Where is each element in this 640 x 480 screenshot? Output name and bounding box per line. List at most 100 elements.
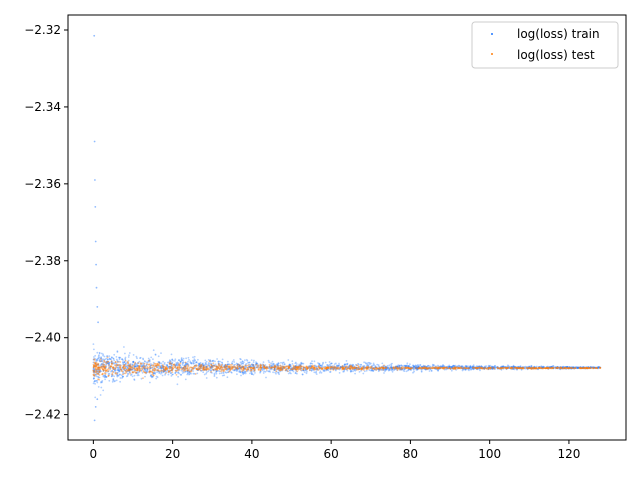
data-point [435,366,438,369]
data-point [250,368,253,371]
data-point [362,372,365,375]
data-point [119,364,122,366]
data-point [559,367,562,370]
data-point [185,367,188,369]
data-point [472,367,475,369]
data-point [570,366,572,369]
data-point [378,368,381,370]
data-point [422,367,425,369]
data-point [594,367,596,369]
data-point [196,367,199,370]
data-point [479,365,481,368]
data-point [281,365,284,368]
data-point [310,365,313,368]
data-point [168,362,171,365]
data-point [287,359,290,361]
data-point [148,359,151,362]
data-point [215,376,218,379]
data-point [178,369,181,372]
data-point [332,367,334,369]
data-point [458,367,461,370]
data-point [165,371,168,373]
data-point [542,365,544,368]
data-point [342,370,345,373]
data-point [391,368,394,371]
data-point [310,364,313,367]
data-point [99,394,102,396]
data-point [482,367,485,369]
data-point [156,366,159,369]
data-point [157,365,160,368]
data-point [248,366,251,368]
data-point [115,373,118,376]
data-point [134,362,137,365]
data-point [491,365,493,368]
data-point [449,368,452,370]
data-point [307,365,310,368]
data-point [106,362,109,364]
data-point [510,367,513,369]
data-point [164,370,167,372]
data-point [445,367,448,370]
data-point [324,361,327,364]
data-point [208,364,211,367]
data-point [162,360,165,363]
data-point [380,366,383,368]
data-point [534,367,537,370]
data-point [522,367,525,370]
data-point [439,366,442,369]
data-point [147,357,150,360]
data-point [318,362,321,365]
data-point [249,364,252,366]
data-point [299,367,302,370]
data-point [160,367,163,370]
data-point [586,367,588,370]
data-point [592,367,594,370]
data-point [284,366,286,369]
data-point [150,376,153,379]
data-point [390,363,392,366]
data-point [574,367,577,369]
data-point [174,369,177,372]
data-point [138,371,141,374]
data-point [108,363,110,366]
data-point [566,365,569,368]
data-point [556,365,559,368]
data-point [596,366,599,369]
data-point [293,367,295,370]
data-point [482,367,485,369]
data-point [323,365,326,368]
data-point [103,374,106,377]
data-point [458,366,460,368]
data-point [122,365,125,368]
data-point [116,375,119,378]
data-point [116,364,118,367]
data-point [478,366,481,369]
data-point [542,366,545,369]
data-point [165,372,167,374]
data-point [399,368,402,371]
data-point [405,365,407,368]
data-point [469,364,472,367]
data-point [192,359,194,362]
data-point [561,366,564,369]
data-point [376,368,379,371]
data-point [516,366,519,369]
data-point [524,366,526,369]
data-point [115,365,118,368]
data-point [344,363,346,366]
data-point [142,358,145,361]
data-point [154,353,157,356]
data-point [134,362,137,364]
data-point [278,367,280,370]
data-point [170,362,172,365]
data-point [212,359,215,362]
data-point [323,367,326,370]
data-point [132,361,135,364]
data-point [566,367,569,370]
data-point [138,367,141,369]
data-point [425,365,428,368]
data-point [273,369,276,372]
data-point [573,366,576,369]
data-point [106,360,108,363]
